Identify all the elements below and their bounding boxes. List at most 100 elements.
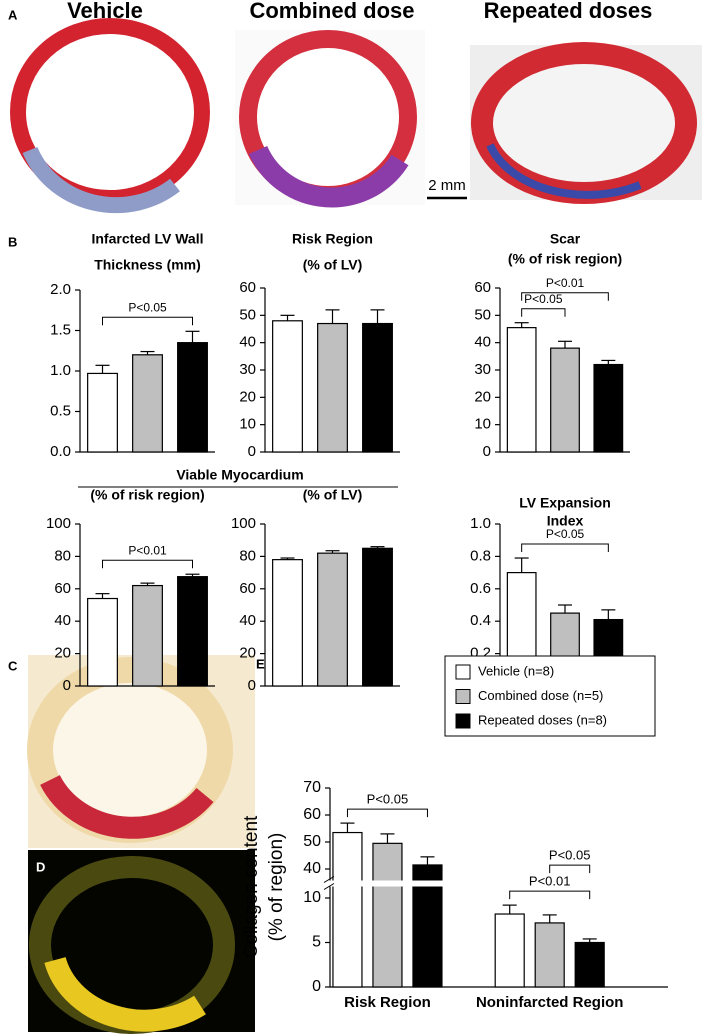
y-tick-label: 100 [46,515,71,532]
chart-title: Scar [550,231,581,247]
bar [362,322,393,453]
panel-label: A [8,7,18,22]
scale-bar-label: 2 mm [428,177,466,194]
image-title: Combined dose [249,0,414,23]
significance-bracket [521,308,566,317]
chart-title: (% of risk region) [508,251,622,267]
significance-label: P<0.05 [549,848,591,863]
bar [317,322,348,453]
bar [272,559,303,687]
significance-bracket [346,808,428,818]
y-tick-label: 40 [303,860,321,877]
y-axis-label: (% of region) [266,833,287,942]
significance-label: P<0.01 [546,276,585,290]
axis-break-mark [323,876,335,890]
y-tick-label: 0.5 [50,402,71,419]
bar [177,342,208,453]
legend-swatch [455,713,471,729]
y-tick-label: 0 [248,443,256,460]
y-tick-label: 70 [303,779,321,796]
chart-title: (% of LV) [303,487,363,503]
scar-region [248,145,409,208]
significance-bracket [102,559,193,569]
y-tick-label: 0.0 [50,443,71,460]
y-tick-label: 40 [54,612,71,629]
legend-label: Vehicle (n=8) [478,663,554,678]
y-tick-label: 10 [474,416,491,433]
panel-label: E [256,656,265,671]
bar [362,547,393,687]
legend-box [444,655,656,737]
significance-bracket [102,316,193,326]
y-tick-label: 100 [231,515,256,532]
y-tick-label: 60 [474,279,491,296]
collagen-stain [40,774,214,839]
axes [79,524,215,687]
bar [177,576,208,687]
bar [87,372,118,453]
scar-region [22,146,180,214]
significance-bracket [509,890,591,900]
y-tick-label: 50 [303,833,321,850]
y-tick-label: 60 [239,580,256,597]
bar [494,913,525,988]
bar [506,327,537,453]
y-tick-label: 60 [303,806,321,823]
significance-bracket [521,292,609,301]
bar [372,842,403,988]
bar [132,584,163,687]
panel-label: C [8,658,18,673]
chart-title: Index [547,513,584,529]
group-title: Viable Myocardium [176,467,303,483]
y-tick-label: 20 [239,645,256,662]
y-tick-label: 10 [239,416,256,433]
image-title: Repeated doses [484,0,653,23]
bar [132,354,163,453]
y-tick-label: 0 [483,443,491,460]
x-tick-label: Risk Region [344,994,431,1011]
bar [593,363,624,453]
y-tick-label: 0.6 [470,580,491,597]
chart-title: (% of risk region) [90,487,204,503]
chart-title: Infarcted LV Wall [91,231,203,247]
legend-swatch [455,689,471,704]
y-tick-label: 1.0 [50,362,71,379]
y-tick-label: 0.4 [470,612,491,629]
legend-swatch [455,664,471,680]
y-tick-label: 1.5 [50,321,71,338]
significance-bracket [549,864,591,874]
chart-title: Thickness (mm) [94,257,201,273]
chart-title: (% of LV) [303,257,363,273]
chart-title: Risk Region [292,231,373,247]
scar-region [486,143,642,199]
y-tick-label: 0 [248,677,256,694]
image-title: Vehicle [67,0,143,23]
chart-title: LV Expansion [519,495,611,511]
y-tick-label: 50 [474,306,491,323]
y-tick-label: 60 [54,580,71,597]
x-tick-label: Noninfarcted Region [476,994,624,1011]
significance-label: P<0.05 [524,292,563,306]
significance-bracket [521,543,609,553]
y-tick-label: 20 [239,388,256,405]
bar [87,597,118,687]
y-tick-label: 5 [312,934,321,951]
y-tick-label: 10 [303,889,321,906]
bar [317,552,348,687]
y-tick-label: 20 [474,388,491,405]
y-tick-label: 30 [239,361,256,378]
axes [264,288,400,453]
y-tick-label: 50 [239,306,256,323]
y-tick-label: 0.8 [470,547,491,564]
y-tick-label: 80 [54,547,71,564]
y-tick-label: 20 [54,645,71,662]
panel-label: D [36,859,45,874]
axes [264,524,400,687]
y-tick-label: 60 [239,279,256,296]
bar [574,941,605,988]
legend-label: Combined dose (n=5) [478,688,603,703]
y-tick-label: 30 [474,361,491,378]
axes [499,288,630,453]
y-tick-label: 40 [239,612,256,629]
